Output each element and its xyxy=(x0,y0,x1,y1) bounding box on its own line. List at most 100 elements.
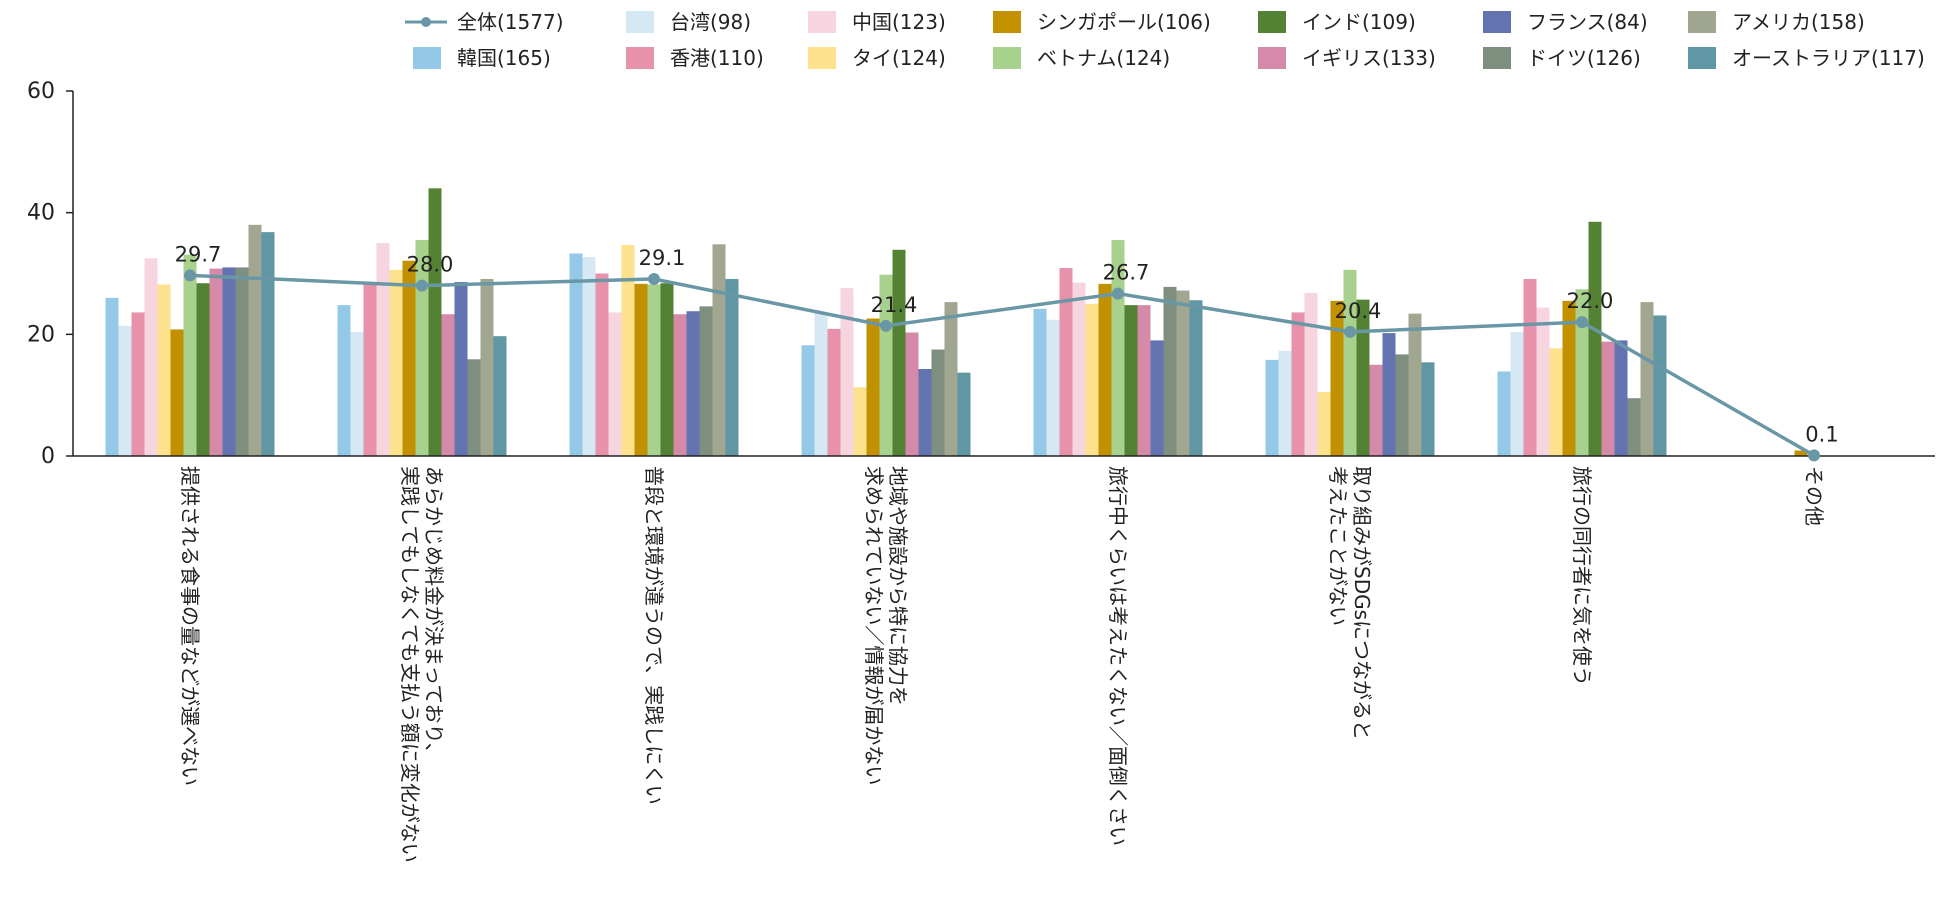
bar xyxy=(1653,315,1667,456)
data-label: 29.1 xyxy=(639,246,686,270)
bar xyxy=(1343,269,1357,456)
legend-swatch xyxy=(993,11,1021,33)
category-label: 求められていない／情報が届かない xyxy=(862,466,886,785)
bar xyxy=(248,224,262,456)
line-point xyxy=(184,269,196,282)
bar xyxy=(1588,221,1602,456)
bar xyxy=(1265,359,1279,456)
legend-swatch xyxy=(808,11,836,33)
bar xyxy=(853,387,867,456)
bar xyxy=(105,297,119,456)
category-label: 旅行の同行者に気を使う xyxy=(1570,466,1594,686)
line-point xyxy=(1576,316,1588,329)
line-point xyxy=(648,272,660,285)
bar xyxy=(1163,286,1177,456)
line-point xyxy=(1344,325,1356,338)
bar xyxy=(402,260,416,456)
category-label: あらかじめ料金が決まっており、 xyxy=(422,466,446,763)
legend-label: ドイツ(126) xyxy=(1527,46,1641,70)
bar xyxy=(183,254,197,456)
bar xyxy=(595,273,609,456)
bar xyxy=(634,283,648,456)
bar xyxy=(712,244,726,456)
data-label: 0.1 xyxy=(1805,422,1838,446)
bar xyxy=(1059,268,1073,456)
bar xyxy=(1085,303,1099,456)
bar xyxy=(905,332,919,456)
bar xyxy=(608,312,622,456)
bar xyxy=(1510,331,1524,456)
bar xyxy=(1794,450,1808,456)
bar xyxy=(686,311,700,456)
bar xyxy=(454,282,468,456)
line-point xyxy=(1808,449,1820,462)
bar xyxy=(157,284,171,456)
bar xyxy=(1523,278,1537,456)
bar xyxy=(1421,362,1435,456)
legend-swatch xyxy=(626,47,654,69)
bar xyxy=(827,328,841,456)
legend-label: フランス(84) xyxy=(1527,10,1648,34)
bar xyxy=(725,278,739,456)
bar xyxy=(222,267,236,456)
category-label-group: 旅行中くらいは考えたくない／面倒くさい xyxy=(1106,466,1130,846)
bar xyxy=(209,268,223,456)
bar xyxy=(1497,371,1511,456)
category-label-group: 取り組みがSDGsにつながると xyxy=(1350,466,1374,740)
line-point xyxy=(880,319,892,332)
bar xyxy=(1291,312,1305,456)
bar xyxy=(1033,308,1047,456)
data-label: 20.4 xyxy=(1335,299,1382,323)
bar xyxy=(1176,290,1190,456)
category-label: 旅行中くらいは考えたくない／面倒くさい xyxy=(1106,466,1130,846)
y-tick-label: 0 xyxy=(41,444,55,469)
data-label: 28.0 xyxy=(407,253,454,277)
bar xyxy=(350,331,364,456)
bar xyxy=(235,267,249,456)
legend-swatch xyxy=(626,11,654,33)
category-label-group: その他 xyxy=(1802,466,1826,526)
category-label: 普段と環境が違うので、実践しにくい xyxy=(642,466,666,805)
bar xyxy=(673,314,687,456)
bar xyxy=(1072,282,1086,456)
category-label-group: 地域や施設から特に協力を xyxy=(886,466,910,706)
category-label-group: 実践してもしなくても支払う額に変化がない xyxy=(398,466,422,863)
legend-swatch xyxy=(808,47,836,69)
category-label-group: 求められていない／情報が届かない xyxy=(862,466,886,785)
bar xyxy=(582,257,596,456)
category-label: 提供される食事の量などが選べない xyxy=(178,466,202,786)
bar xyxy=(699,306,713,456)
bar xyxy=(1278,350,1292,456)
legend-swatch xyxy=(1258,11,1286,33)
bar xyxy=(1408,313,1422,456)
legend-swatch xyxy=(993,47,1021,69)
legend-label: 韓国(165) xyxy=(457,46,551,70)
category-label: 実践してもしなくても支払う額に変化がない xyxy=(398,466,422,863)
bar xyxy=(196,283,210,456)
bar xyxy=(493,336,507,456)
bar xyxy=(918,369,932,456)
bar xyxy=(1150,340,1164,456)
line-series xyxy=(189,273,1815,457)
bar xyxy=(801,345,815,456)
legend-label: 香港(110) xyxy=(670,46,764,70)
bar xyxy=(1098,283,1112,456)
bar xyxy=(1562,300,1576,456)
line-point xyxy=(1112,287,1124,300)
bar xyxy=(1317,392,1331,456)
legend-swatch xyxy=(1688,11,1716,33)
legend-swatch xyxy=(1258,47,1286,69)
data-label: 21.4 xyxy=(871,293,918,317)
category-label-group: 旅行の同行者に気を使う xyxy=(1570,466,1594,686)
bar xyxy=(170,329,184,456)
bar xyxy=(1304,292,1318,456)
legend-label: タイ(124) xyxy=(852,46,946,70)
bar xyxy=(1536,307,1550,456)
bar xyxy=(1395,354,1409,456)
category-label: その他 xyxy=(1802,466,1826,526)
legend-swatch xyxy=(1688,47,1716,69)
bar xyxy=(1369,364,1383,456)
bar xyxy=(1614,340,1628,456)
bar xyxy=(957,372,971,456)
bar xyxy=(647,284,661,456)
